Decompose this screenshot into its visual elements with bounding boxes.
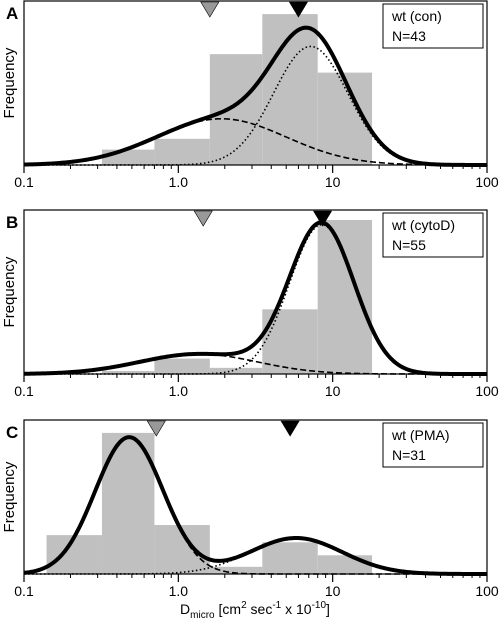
fit-total-curve	[23, 25, 487, 167]
legend-text: wt (PMA)	[391, 427, 450, 443]
y-axis-label: Frequency	[1, 461, 18, 532]
histogram-bar	[209, 54, 263, 166]
legend-box	[382, 212, 484, 258]
x-label-sub: micro	[190, 610, 215, 621]
x-label-sup: 2	[241, 600, 247, 611]
histogram-bar	[262, 542, 318, 574]
legend-box	[382, 422, 484, 468]
marker-gray-triangle	[146, 420, 166, 437]
histogram-bar	[317, 555, 373, 574]
x-tick-label: 10	[325, 583, 341, 599]
legend-text: N=31	[392, 447, 426, 463]
fit-total-curve	[23, 220, 487, 376]
panel-letter: C	[6, 423, 18, 442]
y-axis-label: Frequency	[1, 47, 18, 118]
x-tick-label: 0.1	[14, 174, 34, 190]
panel-b: 0.1 1.0 10 100 Frequency B wt (cytoD) N=55	[1, 209, 499, 399]
x-tick-label: 0.1	[14, 383, 34, 399]
x-axis-label: Dmicro [cm2 sec-1 x 10-10]	[180, 600, 330, 621]
x-tick-label: 100	[475, 583, 499, 599]
x-tick-label: 1.0	[169, 383, 189, 399]
fit-total-curve	[23, 435, 487, 576]
x-label-part: sec	[247, 601, 273, 617]
x-label-part: x 10	[281, 601, 312, 617]
marker-black-triangle	[280, 420, 300, 437]
plot-frame	[23, 419, 488, 575]
x-tick-label: 1.0	[169, 174, 189, 190]
histogram-bar	[154, 138, 210, 165]
marker-gray-triangle	[193, 210, 213, 227]
x-tick-label: 10	[325, 174, 341, 190]
x-tick-label: 100	[475, 174, 499, 190]
panel-letter: B	[6, 213, 18, 232]
marker-black-triangle	[288, 1, 308, 18]
histogram-bar	[317, 220, 373, 374]
marker-gray-triangle	[200, 1, 220, 18]
panel-a: 0.1 1.0 10 100 Frequency A wt (con) N=43	[1, 0, 499, 190]
x-label-main: D	[180, 601, 190, 617]
x-label-part: ]	[326, 601, 330, 617]
legend-box	[382, 3, 484, 49]
y-axis-label: Frequency	[1, 256, 18, 327]
histogram-bar	[46, 535, 102, 574]
panel-c: 0.1 1.0 10 100 Frequency C wt (PMA) N=31	[1, 419, 499, 599]
x-tick-label: 0.1	[14, 583, 34, 599]
legend-text: wt (cytoD)	[391, 217, 455, 233]
legend-text: wt (con)	[391, 8, 442, 24]
x-label-sup: -10	[312, 600, 327, 611]
panel-letter: A	[6, 4, 18, 23]
plot-frame	[23, 0, 488, 166]
legend-text: N=43	[392, 28, 426, 44]
histogram-bar	[101, 370, 155, 374]
x-label-part: [cm	[215, 601, 241, 617]
histogram-bar	[209, 367, 263, 374]
x-tick-label: 1.0	[169, 583, 189, 599]
x-tick-label: 100	[475, 383, 499, 399]
legend-text: N=55	[392, 237, 426, 253]
histogram-bar	[209, 566, 263, 574]
histogram-bar	[154, 358, 210, 374]
x-label-sup: -1	[272, 600, 281, 611]
histogram-bar	[101, 149, 155, 165]
x-tick-label: 10	[325, 383, 341, 399]
marker-black-triangle	[313, 210, 333, 227]
plot-frame	[23, 209, 488, 375]
